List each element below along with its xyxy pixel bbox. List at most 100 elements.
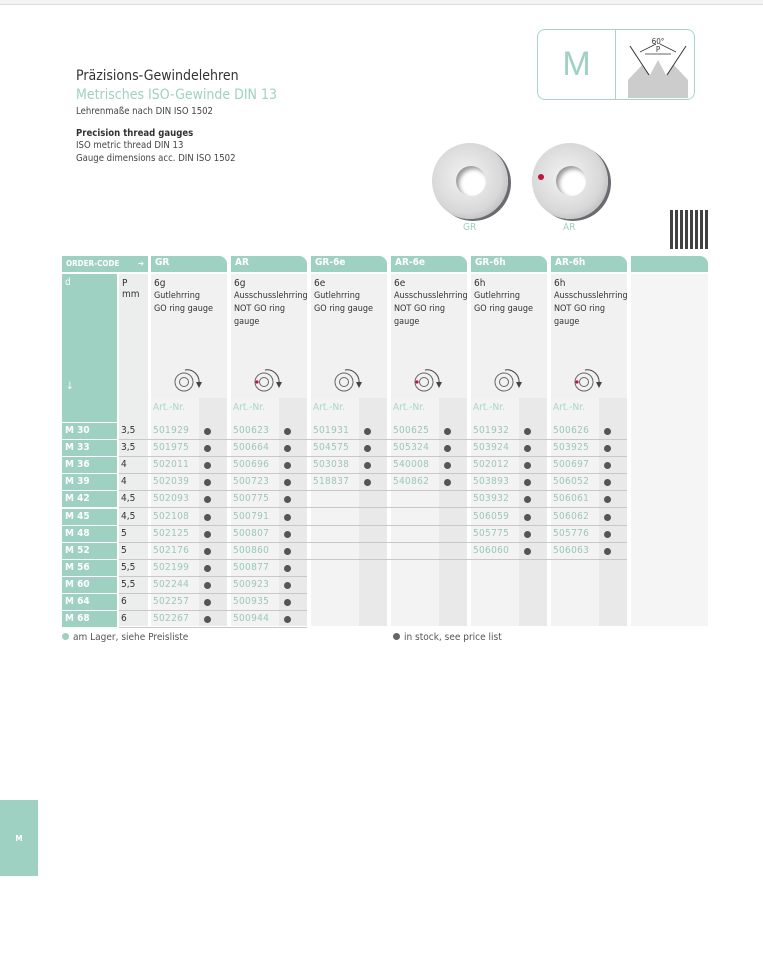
art-nr-header: Art.-Nr. <box>313 402 345 413</box>
qr-code[interactable] <box>670 210 709 249</box>
article-number[interactable]: 500791 <box>233 510 270 522</box>
article-number[interactable]: 518837 <box>313 476 350 488</box>
in-stock-bullet-icon <box>284 428 291 435</box>
thread-size: M 30 <box>62 423 117 439</box>
arrow-down-icon: ↓ <box>66 381 74 392</box>
in-stock-bullet-icon <box>204 445 211 453</box>
tolerance: 6e <box>394 278 406 289</box>
article-number[interactable]: 502257 <box>153 596 190 607</box>
article-number[interactable]: 502108 <box>153 510 190 522</box>
description-de: Ausschusslehrring <box>394 291 468 301</box>
article-number[interactable]: 500877 <box>233 561 270 573</box>
thread-size: M 52 <box>62 542 117 559</box>
table-row <box>119 611 307 629</box>
table-row <box>119 509 627 526</box>
thread-size: M 45 <box>62 508 117 525</box>
article-number[interactable]: 501929 <box>153 425 190 436</box>
table-row <box>119 543 627 560</box>
go-ring-image <box>432 143 508 219</box>
article-number[interactable]: 502176 <box>153 544 190 556</box>
description-de: Gutlehrring <box>314 291 360 301</box>
article-number[interactable]: 504575 <box>313 442 350 454</box>
tolerance: 6h <box>554 278 566 289</box>
article-number[interactable]: 500944 <box>233 613 270 625</box>
article-number[interactable]: 501975 <box>153 442 190 454</box>
description-en: GO ring gauge <box>474 304 534 314</box>
article-number[interactable]: 506052 <box>553 476 590 488</box>
thread-size: M 48 <box>62 525 117 542</box>
page-subtitle: Metrisches ISO-Gewinde DIN 13 <box>76 87 277 103</box>
article-number[interactable]: 500923 <box>233 578 270 590</box>
thread-size: M 33 <box>62 440 117 457</box>
article-number[interactable]: 500623 <box>233 425 270 436</box>
in-stock-bullet-icon <box>444 445 451 453</box>
article-number[interactable]: 505775 <box>473 527 510 539</box>
article-number[interactable]: 502244 <box>153 578 190 590</box>
article-number[interactable]: 502199 <box>153 561 190 573</box>
article-number[interactable]: 502093 <box>153 493 190 505</box>
article-number[interactable]: 540862 <box>393 476 430 488</box>
article-number[interactable]: 506062 <box>553 510 590 522</box>
in-stock-bullet-icon <box>524 445 531 453</box>
article-number[interactable]: 506059 <box>473 510 510 522</box>
description-de: Gutlehrring <box>474 291 520 301</box>
subtitle-line: Lehrenmaße nach DIN ISO 1502 <box>76 106 213 117</box>
article-number[interactable]: 502039 <box>153 476 190 488</box>
article-number[interactable]: 506063 <box>553 544 590 556</box>
thread-size: M 56 <box>62 559 117 576</box>
image-label: AR <box>563 222 576 233</box>
in-stock-bullet-icon <box>524 547 531 555</box>
en-line: Gauge dimensions acc. DIN ISO 1502 <box>76 153 236 164</box>
pitch-label: P <box>656 45 661 54</box>
article-number[interactable]: 500935 <box>233 596 270 607</box>
in-stock-bullet-icon <box>204 599 211 606</box>
article-number[interactable]: 505776 <box>553 527 590 539</box>
table-row <box>119 474 627 492</box>
article-number[interactable]: 502267 <box>153 613 190 625</box>
article-number[interactable]: 503924 <box>473 442 510 454</box>
article-number[interactable]: 506061 <box>553 493 590 505</box>
article-number[interactable]: 501932 <box>473 425 510 436</box>
article-number[interactable]: 500775 <box>233 493 270 505</box>
article-number[interactable]: 503932 <box>473 493 510 505</box>
article-number[interactable]: 540008 <box>393 459 430 471</box>
in-stock-bullet-icon <box>604 428 611 435</box>
article-number[interactable]: 505324 <box>393 442 430 454</box>
in-stock-bullet-icon <box>284 445 291 453</box>
article-number[interactable]: 501931 <box>313 425 350 436</box>
thread-badge: M 60° P <box>537 29 695 100</box>
article-number[interactable]: 503925 <box>553 442 590 454</box>
article-number[interactable]: 503893 <box>473 476 510 488</box>
article-number[interactable]: 502125 <box>153 527 190 539</box>
column-description: 6h Ausschusslehrring NOT GO ring gauge <box>551 274 628 398</box>
article-number[interactable]: 500664 <box>233 442 270 454</box>
in-stock-bullet-icon <box>284 616 291 624</box>
badge-letter: M <box>538 30 616 99</box>
art-nr-header: Art.-Nr. <box>153 402 185 413</box>
article-number[interactable]: 506060 <box>473 544 510 556</box>
section-tab[interactable]: M <box>0 800 38 876</box>
in-stock-bullet-icon <box>284 462 291 470</box>
article-number[interactable]: 500626 <box>553 425 590 436</box>
in-stock-bullet-icon <box>204 496 211 504</box>
tolerance: 6g <box>234 278 246 289</box>
in-stock-bullet-icon <box>204 513 211 521</box>
in-stock-bullet-icon <box>364 445 371 453</box>
article-number[interactable]: 500696 <box>233 459 270 471</box>
description-en: NOT GO ring gauge <box>554 304 606 327</box>
angle-label: 60° <box>652 37 665 46</box>
legend-en: in stock, see price list <box>393 632 502 643</box>
pitch: 5 <box>121 527 127 539</box>
page-title: Präzisions-Gewindelehren <box>76 68 239 84</box>
article-number[interactable]: 500807 <box>233 527 270 539</box>
in-stock-bullet-icon <box>604 479 611 487</box>
article-number[interactable]: 503038 <box>313 459 350 471</box>
article-number[interactable]: 500697 <box>553 459 590 471</box>
article-number[interactable]: 502012 <box>473 459 510 471</box>
pitch: 3,5 <box>121 442 136 454</box>
in-stock-bullet-icon <box>604 513 611 521</box>
article-number[interactable]: 500723 <box>233 476 270 488</box>
article-number[interactable]: 500625 <box>393 425 430 436</box>
article-number[interactable]: 500860 <box>233 544 270 556</box>
article-number[interactable]: 502011 <box>153 459 190 471</box>
